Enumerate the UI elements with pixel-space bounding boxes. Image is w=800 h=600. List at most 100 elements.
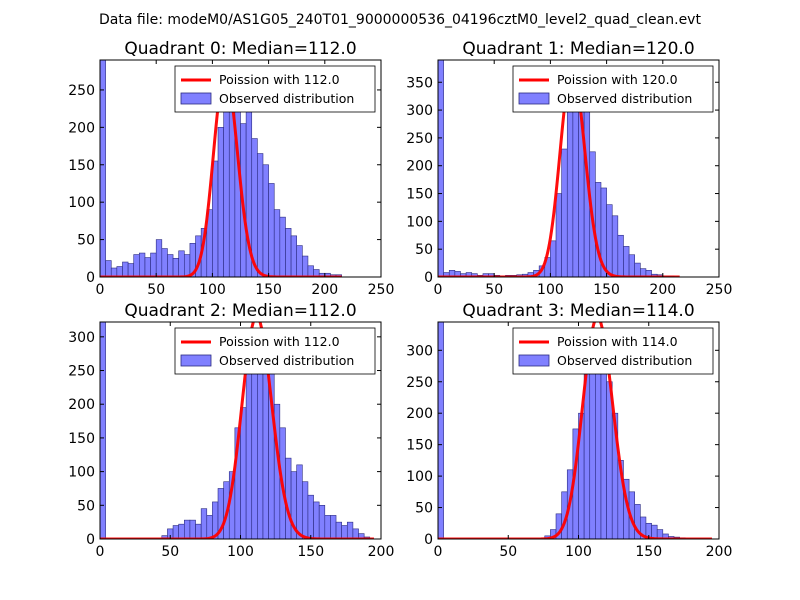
plot-area	[438, 60, 681, 277]
y-tick-label: 200	[406, 159, 433, 175]
histogram-bar	[178, 250, 185, 277]
histogram-bar	[341, 525, 348, 539]
legend-label-observed: Observed distribution	[219, 353, 354, 368]
histogram-bar	[100, 322, 106, 539]
histogram-bar	[262, 164, 269, 277]
legend-label-poisson: Poission with 112.0	[219, 72, 340, 87]
histogram-bar	[116, 266, 123, 277]
histogram-bar	[127, 263, 135, 277]
histogram-bar	[105, 260, 112, 277]
subplot-title: Quadrant 0: Median=112.0	[124, 39, 356, 59]
histogram-bar	[100, 60, 106, 277]
histogram-bar	[330, 515, 337, 539]
subplot-0: 0 50 100 150 200 250 0 50 100 150 200 250 Quadrant 0…	[68, 39, 394, 298]
y-tick-label: 0	[424, 532, 433, 548]
histogram-bar	[262, 356, 269, 539]
histogram-bar	[307, 265, 314, 277]
histogram-bar	[302, 255, 309, 277]
histogram-bar	[133, 254, 140, 277]
x-tick-label: 250	[706, 282, 733, 298]
x-tick-label: 50	[147, 282, 165, 298]
y-tick-label: 150	[68, 431, 95, 447]
y-tick-label: 350	[406, 75, 433, 91]
x-tick-label: 200	[368, 544, 395, 560]
legend: Poission with 114.0 Observed distribution	[512, 327, 714, 375]
legend-bar-swatch	[518, 92, 550, 105]
y-tick-label: 300	[406, 343, 433, 359]
y-tick-label: 0	[86, 532, 95, 548]
histogram-bar	[302, 481, 309, 539]
histogram-bar	[184, 519, 191, 539]
x-tick-label: 200	[311, 282, 338, 298]
histogram-bar	[572, 87, 579, 277]
histogram-bar	[623, 246, 630, 277]
histogram-bar	[645, 270, 652, 277]
histogram-bar	[223, 100, 230, 277]
y-tick-label: 150	[406, 187, 433, 203]
histogram-bar	[172, 257, 179, 277]
histogram-bar	[189, 519, 196, 539]
histogram-bar	[318, 505, 326, 539]
legend-label-poisson: Poission with 120.0	[557, 72, 678, 87]
x-tick-label: 0	[434, 282, 443, 298]
histogram-bar	[245, 370, 253, 539]
y-tick-label: 200	[68, 397, 95, 413]
x-tick-label: 100	[565, 544, 592, 560]
y-tick-label: 300	[406, 103, 433, 119]
y-tick-label: 200	[406, 406, 433, 422]
x-tick-label: 50	[499, 544, 517, 560]
histogram-bar	[268, 183, 275, 277]
histogram-bar	[438, 60, 444, 277]
histogram-bar	[155, 239, 163, 277]
subplot-title: Quadrant 3: Median=114.0	[462, 301, 694, 321]
legend-label-observed: Observed distribution	[557, 91, 692, 106]
y-tick-label: 250	[68, 364, 95, 380]
y-tick-label: 250	[406, 131, 433, 147]
histogram-bar	[257, 153, 264, 277]
x-tick-label: 50	[485, 282, 503, 298]
plot-area	[438, 322, 713, 539]
histogram-bar	[161, 248, 168, 277]
legend-box	[512, 327, 714, 375]
histogram-bar	[240, 407, 247, 539]
histogram-bar	[438, 322, 444, 539]
x-tick-label: 200	[649, 282, 676, 298]
x-tick-label: 150	[593, 282, 620, 298]
histogram-bar	[651, 524, 658, 539]
histogram-bar	[296, 464, 303, 539]
y-tick-label: 200	[68, 120, 95, 136]
subplot-2: 0 50 100 150 200 0 50 100 150 200 250 300 Quadrant 2…	[68, 301, 394, 560]
histogram-bar	[606, 204, 613, 277]
x-tick-label: 100	[537, 282, 564, 298]
subplots: 0 50 100 150 200 250 0 50 100 150 200 250 Quadrant 0…	[68, 39, 732, 560]
y-tick-label: 150	[68, 158, 95, 174]
histogram-bar	[335, 521, 342, 539]
histogram-bar	[324, 515, 331, 539]
histogram-bar	[206, 515, 213, 539]
legend-label-poisson: Poission with 112.0	[219, 334, 340, 349]
legend-label-poisson: Poission with 114.0	[557, 334, 678, 349]
y-tick-label: 150	[406, 438, 433, 454]
legend-label-observed: Observed distribution	[557, 353, 692, 368]
histogram-bar	[144, 257, 151, 277]
x-tick-label: 250	[368, 282, 395, 298]
legend: Poission with 112.0 Observed distribution	[174, 65, 376, 113]
legend-label-observed: Observed distribution	[219, 91, 354, 106]
x-tick-label: 50	[161, 544, 179, 560]
histogram-bar	[589, 350, 596, 539]
x-tick-label: 100	[227, 544, 254, 560]
histogram-bar	[273, 209, 281, 277]
histogram-bar	[296, 245, 303, 277]
x-tick-label: 150	[635, 544, 662, 560]
histogram-bar	[561, 148, 568, 277]
y-tick-label: 0	[424, 270, 433, 286]
subplot-title: Quadrant 1: Median=120.0	[462, 39, 694, 59]
histogram-bar	[566, 109, 574, 277]
y-tick-label: 50	[77, 233, 95, 249]
y-tick-label: 50	[77, 498, 95, 514]
histogram-bar	[279, 216, 286, 277]
x-tick-label: 100	[199, 282, 226, 298]
histogram-bar	[178, 523, 185, 539]
x-tick-label: 0	[96, 282, 105, 298]
y-tick-label: 100	[406, 214, 433, 230]
